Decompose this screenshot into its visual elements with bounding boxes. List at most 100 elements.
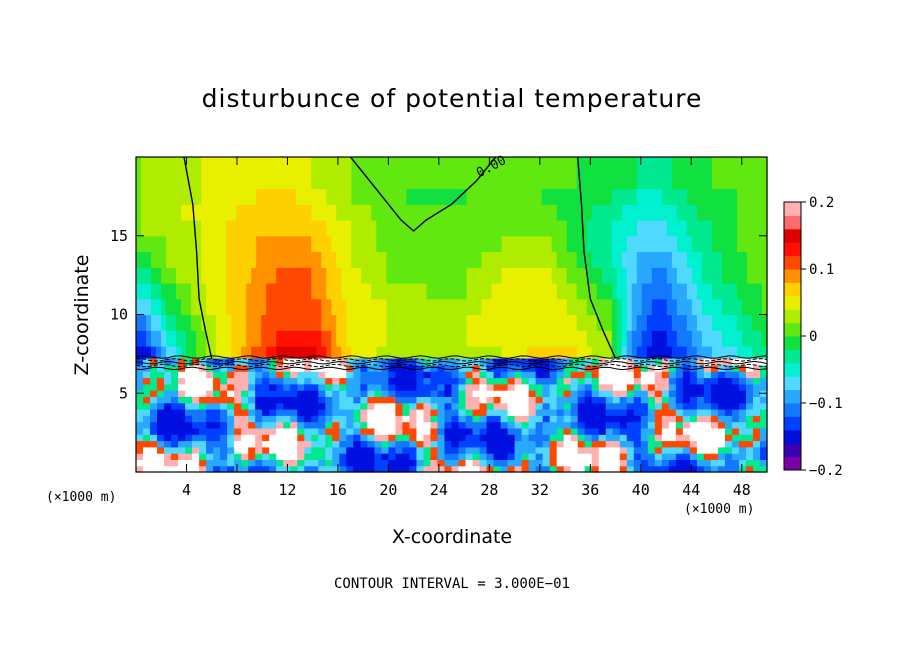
heatmap-cell (164, 409, 172, 416)
heatmap-cell (381, 453, 389, 460)
heatmap-cell (571, 235, 578, 253)
heatmap-cell (381, 220, 387, 237)
heatmap-cell (150, 440, 158, 448)
heatmap-cell (561, 204, 568, 221)
heatmap-cell (395, 390, 404, 397)
heatmap-cell (506, 157, 513, 190)
heatmap-cell (395, 402, 404, 410)
heatmap-cell (581, 283, 588, 300)
heatmap-cell (541, 157, 548, 190)
heatmap-cell (444, 390, 453, 397)
heatmap-cell (437, 440, 446, 448)
heatmap-cell (606, 235, 613, 253)
heatmap-cell (321, 157, 327, 190)
heatmap-cell (262, 459, 270, 467)
heatmap-cell (234, 409, 242, 416)
heatmap-cell (353, 446, 361, 454)
heatmap-cell (201, 188, 207, 205)
heatmap-cell (675, 402, 684, 410)
heatmap-cell (736, 157, 743, 190)
heatmap-cell (436, 188, 443, 205)
heatmap-cell (376, 188, 382, 205)
heatmap-cell (231, 188, 237, 205)
heatmap-cell (521, 446, 530, 454)
heatmap-cell (738, 371, 747, 379)
heatmap-cell (290, 459, 298, 467)
heatmap-cell (255, 440, 263, 448)
heatmap-cell (251, 267, 257, 284)
heatmap-cell (211, 267, 217, 284)
heatmap-cell (255, 390, 263, 397)
heatmap-cell (591, 396, 600, 404)
heatmap-cell (691, 235, 698, 253)
heatmap-cell (281, 314, 287, 331)
heatmap-cell (451, 440, 460, 448)
heatmap-cell (246, 251, 252, 268)
heatmap-cell (325, 409, 333, 416)
heatmap-cell (211, 204, 217, 221)
heatmap-cell (143, 383, 151, 391)
heatmap-cell (716, 346, 723, 360)
heatmap-cell (196, 298, 202, 316)
heatmap-cell (231, 251, 237, 268)
heatmap-cell (409, 390, 418, 397)
heatmap-cell (759, 377, 768, 385)
heatmap-cell (591, 188, 598, 205)
heatmap-cell (353, 402, 361, 410)
heatmap-cell (261, 220, 267, 237)
heatmap-cell (576, 346, 583, 360)
heatmap-cell (262, 409, 270, 416)
heatmap-cell (367, 402, 375, 410)
heatmap-cell (256, 220, 262, 237)
heatmap-cell (236, 330, 242, 347)
heatmap-cell (647, 390, 656, 397)
heatmap-cell (542, 440, 551, 448)
heatmap-cell (311, 358, 319, 366)
heatmap-cell (423, 371, 432, 379)
heatmap-cell (332, 390, 340, 397)
heatmap-cell (178, 377, 186, 385)
heatmap-cell (496, 188, 503, 205)
heatmap-cell (437, 459, 446, 467)
heatmap-cell (192, 427, 200, 435)
heatmap-cell (507, 427, 516, 435)
heatmap-cell (304, 421, 312, 429)
heatmap-cell (458, 434, 467, 442)
heatmap-cell (206, 390, 214, 397)
heatmap-cell (606, 251, 613, 268)
heatmap-cell (570, 434, 579, 442)
heatmap-cell (431, 157, 438, 190)
heatmap-cell (761, 204, 768, 221)
heatmap-cell (451, 220, 458, 237)
heatmap-cell (671, 188, 678, 205)
heatmap-cell (353, 421, 361, 429)
heatmap-cell (409, 396, 418, 404)
heatmap-cell (143, 371, 151, 379)
heatmap-cell (521, 346, 528, 360)
heatmap-cell (143, 409, 151, 416)
heatmap-cell (506, 251, 513, 268)
heatmap-cell (409, 377, 418, 385)
heatmap-cell (326, 330, 332, 347)
heatmap-cell (444, 459, 453, 467)
heatmap-cell (311, 402, 319, 410)
heatmap-cell (584, 409, 593, 416)
heatmap-cell (556, 434, 565, 442)
heatmap-cell (493, 459, 502, 467)
heatmap-cell (346, 251, 352, 268)
heatmap-cell (234, 434, 242, 442)
heatmap-cell (346, 415, 354, 423)
heatmap-cell (231, 204, 237, 221)
heatmap-cell (501, 314, 508, 331)
heatmap-cell (444, 371, 453, 379)
heatmap-cell (661, 358, 670, 366)
heatmap-cell (506, 283, 513, 300)
heatmap-cell (686, 220, 693, 237)
heatmap-cell (654, 465, 663, 473)
heatmap-cell (371, 220, 377, 237)
heatmap-cell (726, 298, 733, 316)
heatmap-cell (251, 220, 257, 237)
heatmap-cell (691, 267, 698, 284)
heatmap-cell (521, 204, 528, 221)
heatmap-cell (311, 235, 317, 253)
